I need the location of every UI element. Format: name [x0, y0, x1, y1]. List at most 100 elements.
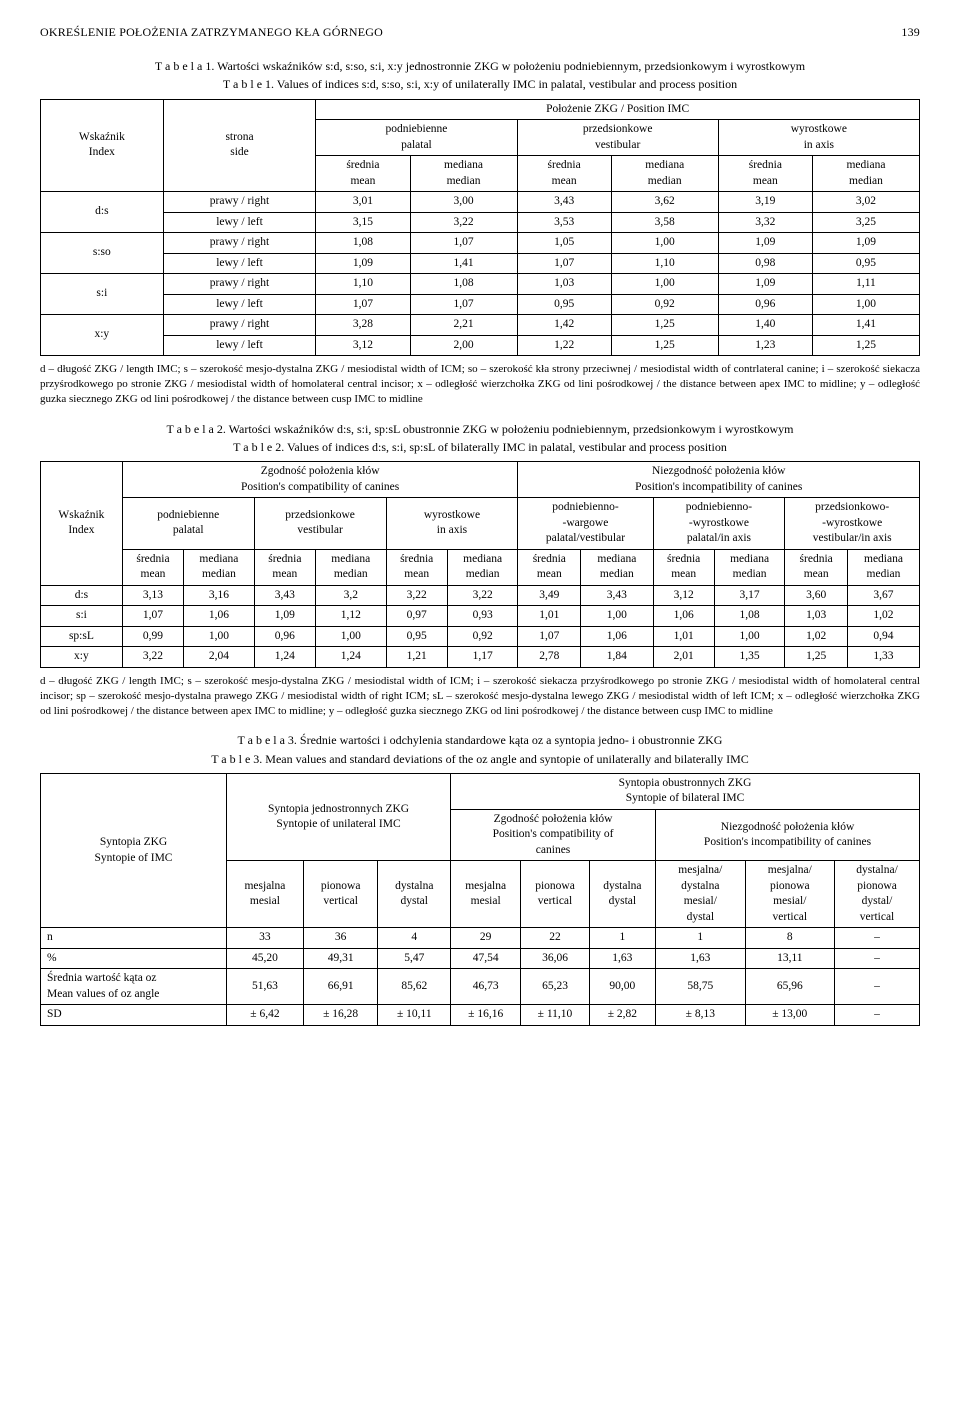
t1-d:s-r-3: 3,62	[611, 192, 718, 213]
t3-r2-0: 51,63	[227, 969, 304, 1005]
t2-x:y-0: 3,22	[122, 647, 183, 668]
t3-r3-7: ± 13,00	[745, 1005, 834, 1026]
t2-sp:sL-3: 1,00	[316, 626, 387, 647]
table1-footnote: d – długość ZKG / length IMC; s – szerok…	[40, 362, 920, 407]
t1-s:so-l-0: 1,09	[316, 253, 410, 274]
t1-s:so-r-2: 1,05	[517, 233, 611, 254]
t1-d:s-l-0: 3,15	[316, 212, 410, 233]
t2-s:i-4: 0,97	[386, 606, 447, 627]
t2-mean-1: średniamean	[254, 549, 315, 585]
t1-idx-d:s: d:s	[41, 192, 164, 233]
t2-sp:sL-0: 0,99	[122, 626, 183, 647]
t2-sp:sL-6: 1,07	[518, 626, 581, 647]
t3-r0-3: 29	[451, 928, 521, 949]
t2-sp:sL-2: 0,96	[254, 626, 315, 647]
t2-mean-2: średniamean	[386, 549, 447, 585]
t1-x:y-r-1: 2,21	[410, 315, 517, 336]
t1-side-right: prawy / right	[163, 192, 316, 213]
t3-bil-2: dystalnadystal	[589, 861, 655, 928]
t3-r0-1: 36	[303, 928, 378, 949]
t2-s:i-2: 1,09	[254, 606, 315, 627]
table1: WskaźnikIndexstronasidePołożenie ZKG / P…	[40, 99, 920, 357]
t2-mean-5: średniamean	[785, 549, 848, 585]
t1-s:i-l-5: 1,00	[812, 294, 919, 315]
t3-r3-0: ± 6,42	[227, 1005, 304, 1026]
t1-s:i-l-0: 1,07	[316, 294, 410, 315]
t1-side-left: lewy / left	[163, 212, 316, 233]
t2-x:y-2: 1,24	[254, 647, 315, 668]
t2-s:i-6: 1,01	[518, 606, 581, 627]
t1-d:s-r-0: 3,01	[316, 192, 410, 213]
t1-side-left: lewy / left	[163, 253, 316, 274]
t2-sp:sL-4: 0,95	[386, 626, 447, 647]
table1-caption-en: T a b l e 1. Values of indices s:d, s:so…	[40, 76, 920, 92]
t2-d:s-5: 3,22	[447, 585, 518, 606]
running-head-title: OKREŚLENIE POŁOŻENIA ZATRZYMANEGO KŁA GÓ…	[40, 24, 383, 40]
t1-x:y-l-0: 3,12	[316, 335, 410, 356]
t2-x:y-8: 2,01	[653, 647, 714, 668]
t3-r2-1: 66,91	[303, 969, 378, 1005]
t1-side-right: prawy / right	[163, 315, 316, 336]
t2-x:y-7: 1,84	[581, 647, 653, 668]
t2-d:s-4: 3,22	[386, 585, 447, 606]
table2-caption-pl: T a b e l a 2. Wartości wskaźników d:s, …	[40, 421, 920, 437]
t3-uni: Syntopia jednostronnych ZKGSyntopie of u…	[227, 773, 451, 861]
t1-s:so-l-2: 1,07	[517, 253, 611, 274]
t1-s:so-l-3: 1,10	[611, 253, 718, 274]
t2-sp:sL-11: 0,94	[847, 626, 919, 647]
t1-index-header: WskaźnikIndex	[41, 99, 164, 192]
t1-x:y-r-0: 3,28	[316, 315, 410, 336]
t1-s:i-l-2: 0,95	[517, 294, 611, 315]
t3-r3-6: ± 8,13	[656, 1005, 745, 1026]
t2-x:y-6: 2,78	[518, 647, 581, 668]
t1-group-header: Położenie ZKG / Position IMC	[316, 99, 920, 120]
t3-bil-0: mesjalnamesial	[451, 861, 521, 928]
t1-col-1: przedsionkowevestibular	[517, 120, 718, 156]
t1-side-left: lewy / left	[163, 294, 316, 315]
t2-d:s-9: 3,17	[714, 585, 785, 606]
t1-s:i-r-2: 1,03	[517, 274, 611, 295]
t2-x:y-4: 1,21	[386, 647, 447, 668]
t2-d:s-2: 3,43	[254, 585, 315, 606]
t1-s:so-l-1: 1,41	[410, 253, 517, 274]
t1-d:s-r-4: 3,19	[718, 192, 812, 213]
table2-footnote: d – długość ZKG / length IMC; s – szerok…	[40, 674, 920, 719]
t3-r2-3: 46,73	[451, 969, 521, 1005]
table1-caption-pl: T a b e l a 1. Wartości wskaźników s:d, …	[40, 58, 920, 74]
t2-d:s-8: 3,12	[653, 585, 714, 606]
t1-s:so-r-4: 1,09	[718, 233, 812, 254]
t2-idx-sp:sL: sp:sL	[41, 626, 123, 647]
t3-row1: Syntopia ZKGSyntopie of IMC	[41, 773, 227, 928]
t3-r0-7: 8	[745, 928, 834, 949]
t2-s:i-8: 1,06	[653, 606, 714, 627]
t2-x:y-5: 1,17	[447, 647, 518, 668]
t1-idx-s:so: s:so	[41, 233, 164, 274]
t1-sub-mean-1: średniamean	[517, 156, 611, 192]
t3-r0-6: 1	[656, 928, 745, 949]
t1-s:so-r-3: 1,00	[611, 233, 718, 254]
t2-sp:sL-1: 1,00	[184, 626, 255, 647]
t1-sub-median-0: medianamedian	[410, 156, 517, 192]
t2-d:s-7: 3,43	[581, 585, 653, 606]
t1-sub-median-2: medianamedian	[812, 156, 919, 192]
table3: Syntopia ZKGSyntopie of IMCSyntopia jedn…	[40, 773, 920, 1026]
t2-sp:sL-7: 1,06	[581, 626, 653, 647]
t1-d:s-r-5: 3,02	[812, 192, 919, 213]
t3-label-0: n	[41, 928, 227, 949]
t1-x:y-l-3: 1,25	[611, 335, 718, 356]
t1-sub-mean-2: średniamean	[718, 156, 812, 192]
t1-sub-median-1: medianamedian	[611, 156, 718, 192]
t1-s:i-l-3: 0,92	[611, 294, 718, 315]
t2-d:s-3: 3,2	[316, 585, 387, 606]
t1-s:so-l-5: 0,95	[812, 253, 919, 274]
t1-x:y-r-2: 1,42	[517, 315, 611, 336]
t3-r2-2: 85,62	[378, 969, 451, 1005]
t2-mean-0: średniamean	[122, 549, 183, 585]
t2-d:s-0: 3,13	[122, 585, 183, 606]
t1-s:i-r-0: 1,10	[316, 274, 410, 295]
t2-cr-2: przedsionkowo--wyrostkowevestibular/in a…	[785, 498, 920, 550]
t2-median-5: medianamedian	[847, 549, 919, 585]
t3-r3-8: –	[835, 1005, 920, 1026]
t1-d:s-r-1: 3,00	[410, 192, 517, 213]
t2-s:i-0: 1,07	[122, 606, 183, 627]
